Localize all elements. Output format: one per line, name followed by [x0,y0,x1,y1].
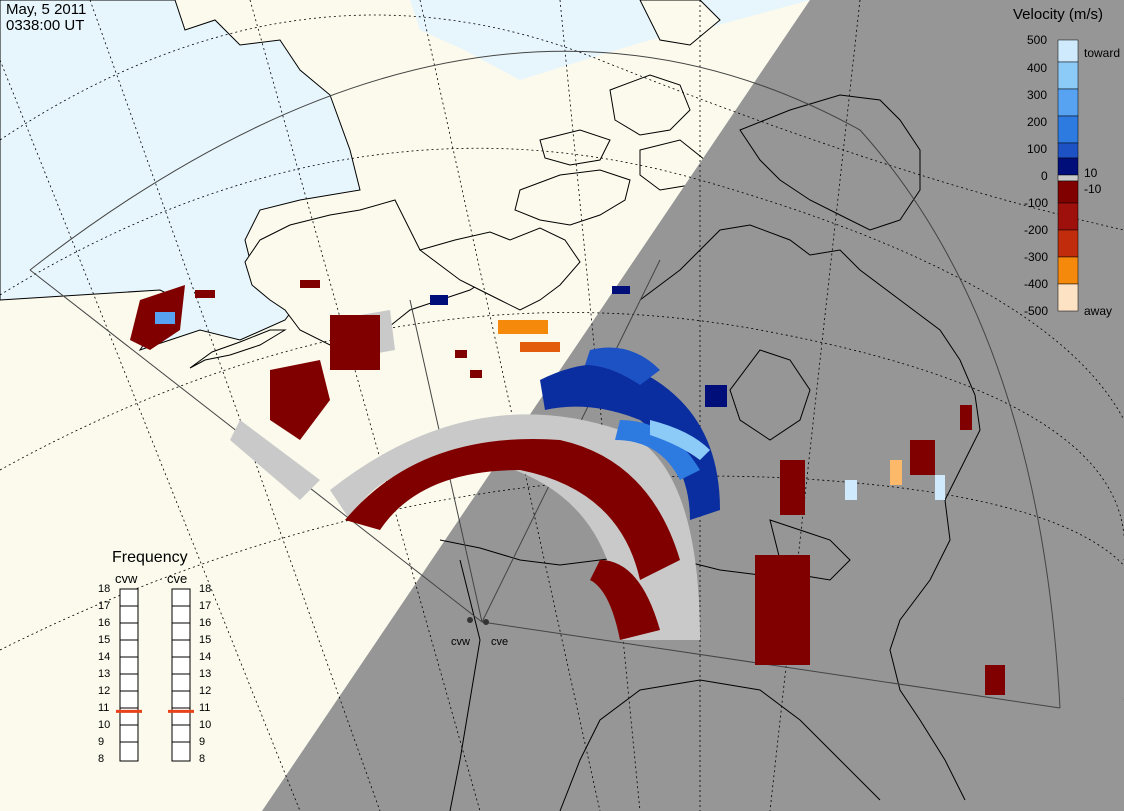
frequency-tick-right: 10 [199,719,212,731]
frequency-tick-left: 17 [98,600,111,612]
legend-tick: 500 [1027,33,1048,47]
frequency-tick-right: 18 [199,583,212,595]
ionospheric-scatter-orange [498,320,945,500]
alaska-peninsula [189,329,287,369]
legend-tick: -300 [1024,250,1049,264]
frequency-tick-left: 11 [98,702,110,714]
radar-site-cve [483,619,489,625]
legend-toward-label: toward [1084,46,1121,60]
frequency-tick-right: 17 [199,600,212,612]
legend-away-label: away [1084,304,1113,318]
radar-site-cvw [467,617,473,623]
frequency-tick-left: 9 [98,736,105,748]
frequency-tick-left: 8 [98,753,105,765]
legend-tick: 400 [1027,61,1048,75]
legend-tick: 200 [1027,115,1048,129]
frequency-tick-right: 12 [199,685,212,697]
legend-tick: -100 [1024,196,1049,210]
frequency-tick-right: 9 [199,736,206,748]
frequency-tick-right: 13 [199,668,212,680]
legend-tick: -500 [1024,304,1049,318]
frequency-tick-left: 16 [98,617,111,629]
frequency-title: Frequency [112,549,188,566]
legend-tick: 300 [1027,88,1048,102]
time-label: 0338:00 UT [6,17,85,34]
legend-negative-threshold: -10 [1084,182,1102,196]
radar-label-cve: cve [491,636,509,648]
night-coastlines [439,94,981,811]
frequency-tick-left: 10 [98,719,111,731]
frequency-tick-left: 18 [98,583,111,595]
date-label: May, 5 2011 [6,1,87,18]
arctic-island-2 [539,129,611,166]
legend-tick: -400 [1024,277,1049,291]
frequency-column-cvw: cvw [115,571,138,586]
legend-tick: 0 [1041,169,1048,183]
frequency-tick-right: 15 [199,634,212,646]
frequency-tick-left: 13 [98,668,111,680]
frequency-tick-left: 14 [98,651,111,663]
frequency-gauges [119,588,191,762]
yukon-coast [418,227,581,311]
frequency-tick-left: 12 [98,685,111,697]
frequency-tick-left: 15 [98,634,111,646]
arctic-island-3 [609,74,691,136]
frequency-tick-right: 11 [199,702,211,714]
frequency-tick-right: 16 [199,617,212,629]
frequency-tick-right: 8 [199,753,206,765]
ionospheric-scatter-blue [155,286,727,520]
legend-tick: -200 [1024,223,1049,237]
arctic-island-1 [514,169,631,226]
radar-label-cvw: cvw [451,636,470,648]
legend-tick: 100 [1027,142,1048,156]
legend-positive-threshold: 10 [1084,166,1098,180]
velocity-colorbar [1057,39,1079,312]
frequency-column-cve: cve [167,571,188,586]
ionospheric-scatter-red [130,280,1005,695]
velocity-legend-title: Velocity (m/s) [1013,6,1104,23]
frequency-tick-right: 14 [199,651,212,663]
